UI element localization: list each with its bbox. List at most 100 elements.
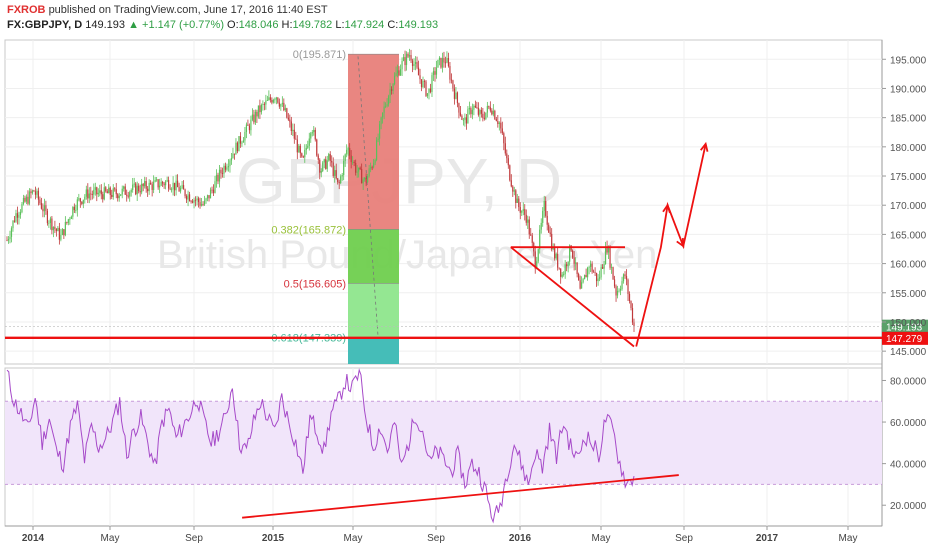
candle-body <box>506 153 508 159</box>
arrowhead-target <box>700 141 709 152</box>
candle-body <box>551 233 553 250</box>
candle-body <box>274 99 276 101</box>
candle-body <box>485 112 487 119</box>
candle-body <box>202 204 204 205</box>
candle-body <box>450 79 453 81</box>
candle-body <box>233 153 236 155</box>
candle-body <box>88 193 90 199</box>
candle-body <box>524 209 526 215</box>
price-tick-label: 155.000 <box>890 289 927 300</box>
time-tick-label: Sep <box>427 533 445 544</box>
candle-body <box>260 104 262 113</box>
candle-body <box>25 196 28 202</box>
candle-body <box>364 177 366 180</box>
candle-body <box>39 199 41 204</box>
candle-body <box>52 226 54 231</box>
fib-level-label: 0.5(156.605) <box>284 278 346 290</box>
candle-body <box>350 155 352 162</box>
candle-body <box>66 222 68 223</box>
candle-body <box>67 219 69 223</box>
candle-body <box>268 97 270 101</box>
candle-body <box>82 199 84 204</box>
open-value: 148.046 <box>238 19 279 31</box>
candle-body <box>566 264 568 267</box>
fib-level-label: 0(195.871) <box>293 49 346 61</box>
candle-body <box>305 147 307 150</box>
candle-body <box>121 188 123 195</box>
candle-body <box>473 105 475 110</box>
candle-body <box>519 207 521 213</box>
candle-body <box>398 70 400 76</box>
candle-body <box>108 187 110 194</box>
candle-body <box>130 190 132 193</box>
candle-body <box>123 186 125 189</box>
candle-body <box>413 64 415 67</box>
price-tick-label: 160.000 <box>890 260 927 271</box>
candle-body <box>456 92 459 104</box>
candle-body <box>341 175 343 177</box>
candle-body <box>423 81 426 82</box>
time-tick-label: 2016 <box>509 533 532 544</box>
candle-body <box>347 148 349 150</box>
close-value: 149.193 <box>398 19 439 31</box>
candle-body <box>414 62 417 65</box>
candle-body <box>248 125 251 131</box>
candle-body <box>530 234 532 236</box>
candle-body <box>362 179 364 184</box>
candle-body <box>353 161 355 163</box>
candle-body <box>139 191 141 193</box>
candle-body <box>564 264 566 275</box>
candle-body <box>396 70 399 74</box>
candle-body <box>619 289 622 291</box>
candle-body <box>452 80 454 89</box>
fibonacci-retracement[interactable]: 0(195.871)0.382(165.872)0.5(156.605)0.61… <box>271 49 399 364</box>
candle-body <box>7 239 10 241</box>
candle-body <box>28 191 31 204</box>
candle-body <box>172 182 174 190</box>
candle-body <box>561 274 563 277</box>
candle-body <box>45 205 47 211</box>
symbol-label: FX:GBPJPY, D <box>7 19 83 31</box>
quote-line: FX:GBPJPY, D 149.193 ▲ +1.147 (+0.77%) O… <box>7 19 438 31</box>
author-name[interactable]: FXROB <box>7 4 46 16</box>
candle-body <box>135 183 137 195</box>
candle-body <box>214 181 216 193</box>
candle-body <box>549 232 551 234</box>
candle-body <box>105 187 107 192</box>
candle-body <box>603 264 605 269</box>
candle-body <box>592 271 595 273</box>
candle-body <box>43 205 46 212</box>
candle-body <box>446 57 448 63</box>
candle-body <box>438 57 441 60</box>
candle-body <box>24 197 26 202</box>
candle-body <box>46 210 49 224</box>
candle-body <box>61 229 63 235</box>
candle-body <box>500 122 502 129</box>
candle-body <box>166 180 168 182</box>
candle-body <box>263 104 265 106</box>
fib-level-label: 0.382(165.872) <box>271 224 346 236</box>
up-arrow-icon: ▲ <box>128 19 139 31</box>
candle-body <box>368 168 370 176</box>
candle-body <box>57 227 59 232</box>
candle-body <box>165 181 167 186</box>
candle-body <box>280 104 282 107</box>
candle-body <box>99 190 101 193</box>
candle-body <box>193 199 195 203</box>
candle-body <box>271 99 273 103</box>
candle-body <box>477 107 479 115</box>
candle-body <box>218 169 221 182</box>
candle-body <box>504 143 506 154</box>
candle-body <box>188 194 191 202</box>
candle-body <box>624 274 626 277</box>
candle-body <box>281 102 283 105</box>
candle-body <box>464 117 466 120</box>
candle-body <box>223 165 225 174</box>
last-price-badge <box>882 319 928 334</box>
candle-body <box>212 189 215 193</box>
candle-body <box>521 210 523 213</box>
candle-body <box>64 222 66 236</box>
candle-body <box>416 62 418 68</box>
